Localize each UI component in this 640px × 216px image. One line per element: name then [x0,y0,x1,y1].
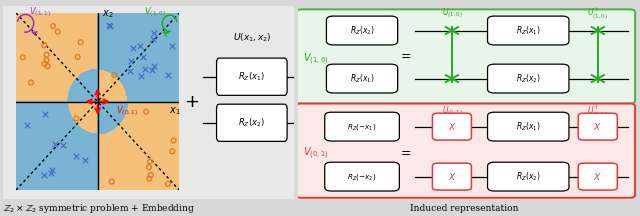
Point [126,60,136,63]
Text: $R_Z(x_2)$: $R_Z(x_2)$ [516,72,541,85]
FancyBboxPatch shape [433,163,472,190]
Text: $X$: $X$ [593,121,602,132]
Point [149,65,159,68]
Point [146,173,156,177]
Point [18,56,28,59]
Point [149,31,159,35]
FancyBboxPatch shape [488,16,569,45]
Point [46,169,56,172]
Text: $X$: $X$ [447,171,456,182]
Point [109,73,120,77]
Point [71,154,81,158]
Text: $U(x_1, x_2)$: $U(x_1, x_2)$ [232,32,271,44]
Point [22,123,33,127]
Point [40,112,51,116]
FancyBboxPatch shape [296,9,635,103]
FancyBboxPatch shape [433,113,472,140]
Text: $R_Z(-x_1)$: $R_Z(-x_1)$ [348,122,377,132]
Point [136,74,147,77]
FancyBboxPatch shape [216,58,287,95]
Point [141,110,151,113]
Text: $U^\dagger_{(1,0)}$: $U^\dagger_{(1,0)}$ [588,5,608,22]
FancyBboxPatch shape [296,103,635,198]
Text: $U^\dagger_{(0,1)}$: $U^\dagger_{(0,1)}$ [588,103,608,120]
Point [42,53,52,56]
Point [52,30,63,33]
Point [76,40,86,44]
Point [26,81,36,84]
Point [105,25,115,28]
Text: $V_{(0,1)}$: $V_{(0,1)}$ [116,105,138,118]
Point [144,177,154,180]
Point [42,64,52,68]
FancyBboxPatch shape [488,64,569,93]
Point [40,62,50,66]
FancyBboxPatch shape [326,16,397,45]
Text: $x_1$: $x_1$ [170,105,181,117]
Point [104,24,114,27]
Point [134,44,145,47]
Point [168,139,179,142]
Text: $R_Z(-x_2)$: $R_Z(-x_2)$ [348,172,377,182]
Point [138,56,148,59]
Text: $V_{(1,0)}$: $V_{(1,0)}$ [143,5,166,19]
Text: $V_{(1,1)}$: $V_{(1,1)}$ [29,5,52,19]
Point [145,160,155,163]
Point [71,117,81,120]
Point [42,58,52,62]
Point [80,159,90,162]
FancyBboxPatch shape [579,163,618,190]
Point [167,45,177,48]
FancyBboxPatch shape [488,162,569,191]
Text: $\mathbb{Z}_2 \times \mathbb{Z}_2$ symmetric problem + Embedding: $\mathbb{Z}_2 \times \mathbb{Z}_2$ symme… [3,202,195,215]
Point [125,69,135,72]
Text: $X$: $X$ [447,121,456,132]
Text: $=$: $=$ [397,145,412,158]
FancyBboxPatch shape [488,112,569,141]
FancyBboxPatch shape [0,3,300,203]
FancyBboxPatch shape [324,162,399,191]
Point [163,182,173,186]
Point [148,37,158,41]
Text: $R_Z(x_2)$: $R_Z(x_2)$ [516,170,541,183]
Text: $R_Z(x_2)$: $R_Z(x_2)$ [239,116,265,129]
Point [140,68,150,71]
Point [39,173,49,177]
Text: $V_{(0,1)}$: $V_{(0,1)}$ [303,146,329,161]
Text: $U_{(1,0)}$: $U_{(1,0)}$ [442,6,462,20]
Point [72,55,83,59]
Text: $R_Z(x_1)$: $R_Z(x_1)$ [516,120,541,133]
FancyBboxPatch shape [326,64,397,93]
FancyBboxPatch shape [324,112,399,141]
Text: $x_2$: $x_2$ [102,9,114,20]
Text: $R_Z(x_1)$: $R_Z(x_1)$ [349,72,374,85]
Text: $R_Z(x_1)$: $R_Z(x_1)$ [239,70,265,83]
Text: $U_{(0,1)}$: $U_{(0,1)}$ [442,104,462,118]
Point [144,165,154,169]
Point [39,44,49,47]
Point [48,24,58,28]
Text: Induced representation: Induced representation [410,204,518,213]
Text: $=$: $=$ [397,48,412,61]
Text: $R_Z(x_2)$: $R_Z(x_2)$ [349,24,374,37]
Point [50,142,60,145]
Text: $V_{(1,0)}$: $V_{(1,0)}$ [303,52,329,67]
FancyBboxPatch shape [216,104,287,141]
Point [167,150,177,153]
Text: $R_Z(x_1)$: $R_Z(x_1)$ [516,24,541,37]
Point [128,46,138,50]
Point [58,143,68,147]
Text: $X$: $X$ [593,171,602,182]
Point [147,68,157,71]
Point [45,171,56,175]
Point [163,73,173,77]
Text: $+$: $+$ [184,92,199,111]
Point [107,180,117,183]
FancyBboxPatch shape [579,113,618,140]
